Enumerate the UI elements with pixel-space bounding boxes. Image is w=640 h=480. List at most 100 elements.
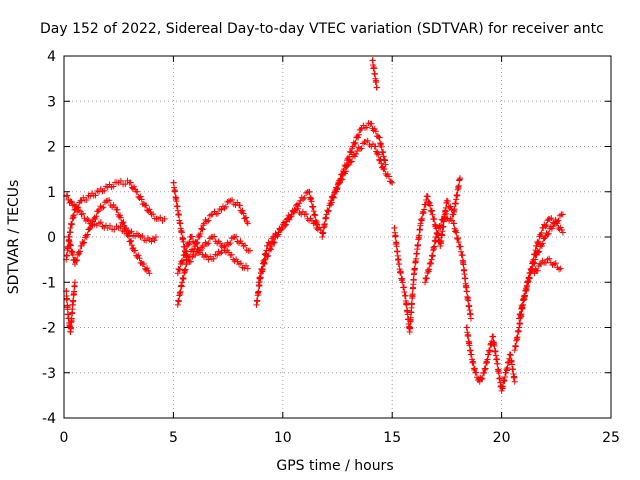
data-point (124, 232, 131, 239)
data-point (264, 253, 271, 260)
data-point (73, 257, 80, 264)
data-point (157, 214, 164, 221)
data-point (514, 334, 521, 341)
data-point (74, 257, 81, 264)
data-point (192, 239, 199, 246)
data-point (428, 207, 435, 214)
series-trace-k (327, 137, 396, 204)
data-point (150, 211, 157, 218)
data-point (465, 297, 472, 304)
data-point (559, 211, 566, 218)
data-point (303, 189, 310, 196)
data-point (219, 242, 226, 249)
data-point (229, 196, 236, 203)
data-point (396, 261, 403, 268)
data-point (407, 314, 414, 321)
data-point (357, 146, 364, 153)
data-point (548, 225, 555, 232)
data-point (233, 233, 240, 240)
data-point (71, 288, 78, 295)
data-point (392, 233, 399, 240)
data-point (311, 220, 318, 227)
data-point (352, 139, 359, 146)
data-point (228, 235, 235, 242)
data-point (431, 243, 438, 250)
data-point (466, 342, 473, 349)
data-point (117, 212, 124, 219)
data-point (543, 222, 550, 229)
data-point (69, 220, 76, 227)
data-point (84, 231, 91, 238)
data-point (81, 215, 88, 222)
data-point (339, 176, 346, 183)
data-point (197, 230, 204, 237)
data-point (358, 145, 365, 152)
data-point (376, 157, 383, 164)
data-point (372, 128, 379, 135)
data-point (467, 315, 474, 322)
x-tick-label: 15 (383, 430, 401, 446)
data-point (403, 301, 410, 308)
data-point (422, 201, 429, 208)
data-point (262, 256, 269, 263)
data-point (378, 140, 385, 147)
data-point (152, 234, 159, 240)
data-point (120, 219, 127, 226)
data-point (64, 296, 71, 303)
series-trace-f (174, 233, 253, 277)
data-point (491, 342, 498, 349)
data-point (268, 243, 275, 250)
data-point (458, 248, 465, 255)
data-point (425, 267, 432, 274)
data-point (187, 258, 194, 265)
data-point (372, 143, 379, 150)
data-point (69, 202, 76, 209)
data-point (529, 265, 536, 272)
data-point (84, 216, 91, 223)
data-point (434, 231, 441, 238)
data-point (206, 212, 213, 219)
data-point (443, 210, 450, 217)
data-point (203, 218, 210, 225)
y-tick-label: 4 (47, 49, 56, 65)
data-point (559, 229, 566, 236)
data-point (258, 269, 265, 276)
data-point (479, 375, 486, 382)
series-trace-n (422, 210, 474, 322)
data-point (544, 231, 551, 238)
data-point (455, 235, 462, 242)
data-point (344, 162, 351, 169)
data-point (261, 260, 268, 267)
data-point (454, 192, 461, 199)
data-point (117, 214, 124, 221)
data-point (311, 211, 318, 218)
data-point (373, 79, 380, 86)
data-point (535, 249, 542, 256)
data-point (451, 206, 458, 213)
data-point (530, 259, 537, 266)
data-point (217, 250, 224, 257)
x-tick-label: 10 (274, 430, 292, 446)
data-point (75, 207, 82, 214)
data-point (179, 257, 186, 264)
data-point (355, 131, 362, 138)
data-point (420, 209, 427, 216)
series-trace-g (174, 233, 251, 308)
data-point (79, 210, 86, 217)
data-point (308, 195, 315, 202)
series-trace-q (516, 211, 566, 322)
data-point (183, 248, 190, 255)
data-point (221, 205, 228, 212)
data-point (381, 165, 388, 172)
data-point (127, 238, 134, 245)
data-point (77, 248, 84, 255)
data-point (205, 217, 212, 224)
x-tick-label: 5 (169, 430, 178, 446)
data-point (429, 211, 436, 218)
data-point (146, 206, 153, 213)
data-point (517, 320, 524, 327)
data-point (270, 240, 277, 247)
data-point (199, 226, 206, 233)
data-point (432, 234, 439, 240)
data-point (424, 193, 431, 200)
